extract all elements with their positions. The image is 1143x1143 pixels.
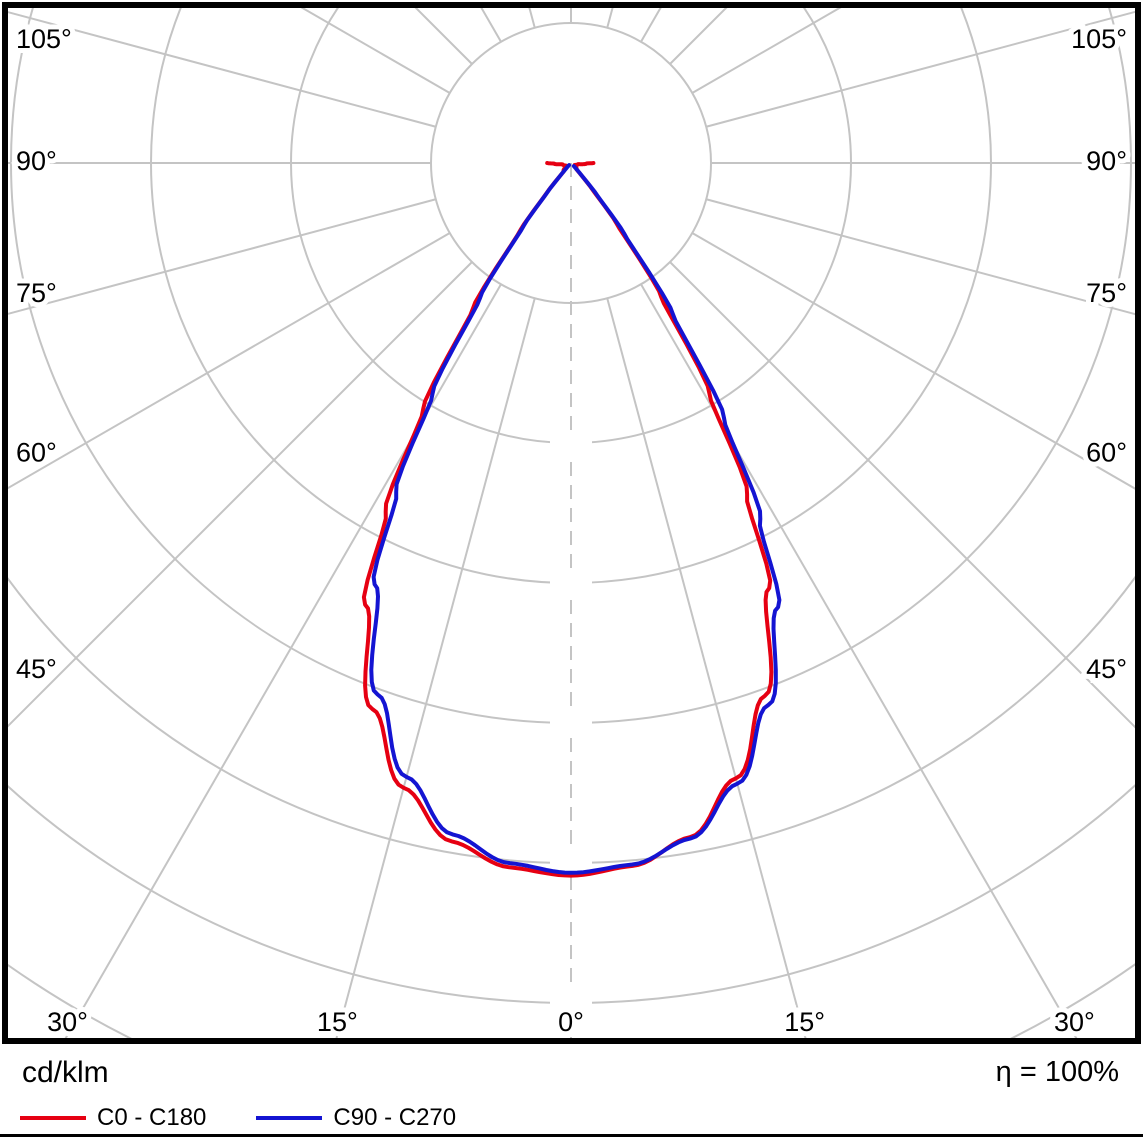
legend-item-c0-c180: C0 - C180	[20, 1106, 206, 1130]
legend-swatch-c0-c180	[20, 1116, 86, 1120]
angle-label: 45°	[1086, 654, 1127, 684]
angle-label: 60°	[16, 437, 57, 467]
efficiency-label: η = 100%	[995, 1056, 1119, 1088]
footer: cd/klm η = 100% C0 - C180 C90 - C270	[0, 1048, 1143, 1143]
plot-frame	[2, 2, 1141, 1044]
angle-label: 15°	[784, 1007, 825, 1037]
angle-gridline	[7, 198, 437, 316]
ring-label-gap	[550, 430, 592, 456]
ring-label-gap	[550, 570, 592, 596]
angle-gridline	[606, 297, 807, 1039]
angle-label: 90°	[1086, 146, 1127, 176]
angle-label: 0°	[558, 1007, 584, 1037]
angle-label: 105°	[16, 24, 72, 54]
unit-label: cd/klm	[22, 1056, 109, 1089]
angle-label: 60°	[1086, 437, 1127, 467]
angle-label: 15°	[317, 1007, 358, 1037]
legend-swatch-c90-c270	[256, 1116, 323, 1120]
angle-gridline	[7, 10, 437, 128]
ring-label-gap	[550, 990, 592, 1016]
legend-label-c0-c180: C0 - C180	[97, 1104, 207, 1131]
angle-label: 45°	[16, 654, 57, 684]
figure-bottom-rule	[0, 1134, 1143, 1137]
angle-label: 105°	[1071, 24, 1127, 54]
footer-row: cd/klm η = 100%	[0, 1056, 1143, 1092]
angle-gridline	[705, 198, 1136, 316]
angle-label: 30°	[1054, 1007, 1095, 1037]
angle-gridline	[7, 232, 451, 490]
legend-item-c90-c270: C90 - C270	[256, 1106, 456, 1130]
angle-label: 75°	[1086, 278, 1127, 308]
series-curve-c0-c180	[361, 161, 774, 878]
series-curve-c90-c270	[369, 163, 782, 875]
angle-label: 90°	[16, 146, 57, 176]
angle-gridline	[640, 283, 1078, 1039]
angle-gridline	[669, 261, 1136, 730]
legend: C0 - C180 C90 - C270	[20, 1106, 506, 1130]
angle-gridline	[705, 10, 1136, 128]
radial-gridline	[10, 7, 1132, 724]
angle-gridline	[7, 261, 473, 729]
ring-label-gap	[550, 710, 592, 736]
angle-label: 75°	[16, 278, 57, 308]
angle-gridline	[691, 232, 1136, 491]
angle-gridline	[64, 283, 502, 1039]
legend-label-c90-c270: C90 - C270	[333, 1104, 457, 1131]
angle-gridline	[335, 297, 536, 1039]
angle-label: 30°	[47, 1007, 88, 1037]
